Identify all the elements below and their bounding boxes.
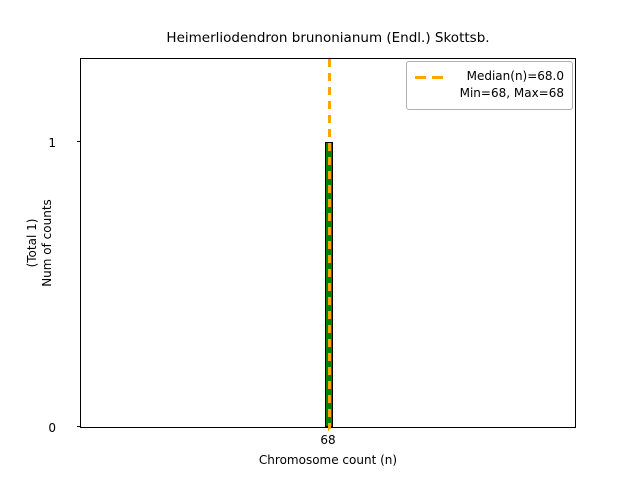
y-tick-mark-1	[77, 140, 81, 142]
legend: Median(n)=68.0 Min=68, Max=68	[406, 61, 573, 110]
y-axis-label: (Total 1) Num of counts	[16, 43, 64, 443]
y-axis-label-total: (Total 1)	[25, 218, 39, 268]
x-tick-label-68: 68	[320, 433, 336, 447]
x-axis-label: Chromosome count (n)	[258, 453, 398, 467]
y-tick-label-1: 1	[48, 136, 56, 150]
plot-area	[77, 58, 576, 431]
y-tick-label-0: 0	[48, 421, 56, 435]
median-line	[328, 59, 331, 429]
y-tick-mark-0	[77, 425, 81, 427]
legend-text: Median(n)=68.0 Min=68, Max=68	[453, 68, 564, 102]
y-axis-label-main: Num of counts	[40, 199, 54, 287]
legend-label-minmax: Min=68, Max=68	[459, 86, 564, 100]
x-tick-mark-68	[328, 427, 330, 431]
legend-dashed-line-icon	[415, 70, 445, 86]
legend-label-median: Median(n)=68.0	[466, 69, 564, 83]
page-title: Heimerliodendron brunonianum (Endl.) Sko…	[166, 30, 490, 46]
